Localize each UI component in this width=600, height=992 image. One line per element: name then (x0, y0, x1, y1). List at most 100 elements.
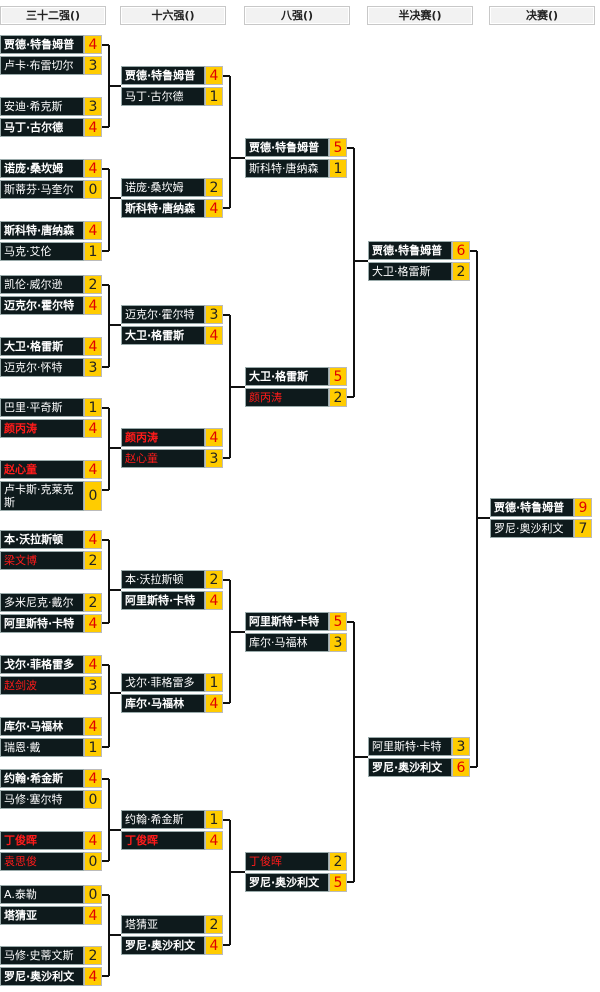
player-name: 颜丙涛 (0, 419, 84, 438)
player-slot[interactable]: 戈尔·菲格雷多 4 (0, 655, 102, 674)
player-slot[interactable]: 约翰·希金斯 4 (0, 769, 102, 788)
player-slot[interactable]: 戈尔·菲格雷多 1 (121, 673, 223, 692)
player-name: 贾德·特鲁姆普 (121, 66, 205, 85)
player-name: 约翰·希金斯 (0, 769, 84, 788)
player-slot[interactable]: 袁思俊 0 (0, 852, 102, 871)
player-name: 戈尔·菲格雷多 (121, 673, 205, 692)
player-score: 3 (84, 358, 102, 377)
player-slot[interactable]: 丁俊晖 4 (0, 831, 102, 850)
player-slot[interactable]: 本·沃拉斯顿 4 (0, 530, 102, 549)
player-score: 2 (84, 946, 102, 965)
player-name: 马修·塞尔特 (0, 790, 84, 809)
player-slot[interactable]: 大卫·格雷斯 4 (0, 337, 102, 356)
player-score: 4 (205, 66, 223, 85)
player-slot[interactable]: 梁文博 2 (0, 551, 102, 570)
player-slot[interactable]: 罗尼·奥沙利文 4 (0, 967, 102, 986)
player-name: 库尔·马福林 (0, 717, 84, 736)
player-slot[interactable]: 阿里斯特·卡特 4 (0, 614, 102, 633)
player-score: 4 (84, 614, 102, 633)
player-slot[interactable]: 大卫·格雷斯 5 (245, 367, 347, 386)
player-slot[interactable]: 斯科特·唐纳森 4 (121, 199, 223, 218)
player-slot[interactable]: 迈克尔·霍尔特 3 (121, 305, 223, 324)
player-score: 4 (205, 326, 223, 345)
player-score: 4 (84, 296, 102, 315)
player-slot[interactable]: 马修·塞尔特 0 (0, 790, 102, 809)
player-score: 4 (205, 591, 223, 610)
player-slot[interactable]: 多米尼克·戴尔 2 (0, 593, 102, 612)
player-slot[interactable]: 贾德·特鲁姆普 4 (0, 35, 102, 54)
player-slot[interactable]: 库尔·马福林 4 (0, 717, 102, 736)
player-slot[interactable]: 马丁·古尔德 1 (121, 87, 223, 106)
player-score: 1 (205, 810, 223, 829)
player-slot[interactable]: 阿里斯特·卡特 3 (368, 737, 470, 756)
player-name: 马丁·古尔德 (0, 118, 84, 137)
player-slot[interactable]: 贾德·特鲁姆普 9 (490, 498, 592, 517)
player-slot[interactable]: 卢卡·布雷切尔 3 (0, 56, 102, 75)
player-score: 1 (84, 398, 102, 417)
player-slot[interactable]: 诺庞·桑坎姆 2 (121, 178, 223, 197)
player-score: 4 (84, 419, 102, 438)
player-name: 丁俊晖 (245, 852, 329, 871)
player-name: 迈克尔·霍尔特 (0, 296, 84, 315)
player-score: 0 (84, 852, 102, 871)
player-slot[interactable]: 贾德·特鲁姆普 6 (368, 241, 470, 260)
player-slot[interactable]: 凯伦·威尔逊 2 (0, 275, 102, 294)
player-slot[interactable]: 本·沃拉斯顿 2 (121, 570, 223, 589)
player-name: 贾德·特鲁姆普 (490, 498, 574, 517)
player-slot[interactable]: 马克·艾伦 1 (0, 242, 102, 261)
player-score: 1 (329, 159, 347, 178)
player-slot[interactable]: 巴里·平奇斯 1 (0, 398, 102, 417)
player-name: 马丁·古尔德 (121, 87, 205, 106)
player-slot[interactable]: 阿里斯特·卡特 5 (245, 612, 347, 631)
player-score: 3 (205, 449, 223, 468)
header-final: 决赛() (489, 6, 595, 25)
player-score: 2 (84, 275, 102, 294)
player-name: 诺庞·桑坎姆 (121, 178, 205, 197)
player-slot[interactable]: 迈克尔·怀特 3 (0, 358, 102, 377)
header-quarterfinal: 八强() (244, 6, 350, 25)
player-slot[interactable]: 颜丙涛 2 (245, 388, 347, 407)
player-slot[interactable]: 库尔·马福林 3 (245, 633, 347, 652)
player-slot[interactable]: 斯蒂芬·马奎尔 0 (0, 180, 102, 199)
player-slot[interactable]: 丁俊晖 4 (121, 831, 223, 850)
player-score: 3 (84, 676, 102, 695)
player-slot[interactable]: 大卫·格雷斯 2 (368, 262, 470, 281)
player-slot[interactable]: 安迪·希克斯 3 (0, 97, 102, 116)
player-slot[interactable]: 赵剑波 3 (0, 676, 102, 695)
player-slot[interactable]: 塔猜亚 2 (121, 915, 223, 934)
player-slot[interactable]: 马修·史蒂文斯 2 (0, 946, 102, 965)
player-name: 本·沃拉斯顿 (121, 570, 205, 589)
player-slot[interactable]: 马丁·古尔德 4 (0, 118, 102, 137)
player-slot[interactable]: 罗尼·奥沙利文 4 (121, 936, 223, 955)
player-slot[interactable]: 大卫·格雷斯 4 (121, 326, 223, 345)
player-slot[interactable]: A.泰勒 0 (0, 885, 102, 904)
player-slot[interactable]: 丁俊晖 2 (245, 852, 347, 871)
player-score: 2 (84, 551, 102, 570)
player-slot[interactable]: 约翰·希金斯 1 (121, 810, 223, 829)
player-slot[interactable]: 颜丙涛 4 (121, 428, 223, 447)
player-slot[interactable]: 斯科特·唐纳森 1 (245, 159, 347, 178)
player-score: 4 (84, 159, 102, 178)
player-score: 3 (205, 305, 223, 324)
player-slot[interactable]: 阿里斯特·卡特 4 (121, 591, 223, 610)
player-slot[interactable]: 卢卡斯·克莱克斯 0 (0, 481, 102, 511)
player-slot[interactable]: 赵心童 4 (0, 460, 102, 479)
player-slot[interactable]: 颜丙涛 4 (0, 419, 102, 438)
player-slot[interactable]: 迈克尔·霍尔特 4 (0, 296, 102, 315)
player-name: 斯科特·唐纳森 (121, 199, 205, 218)
player-slot[interactable]: 诺庞·桑坎姆 4 (0, 159, 102, 178)
player-name: 卢卡·布雷切尔 (0, 56, 84, 75)
player-slot[interactable]: 塔猜亚 4 (0, 906, 102, 925)
player-score: 6 (452, 758, 470, 777)
player-slot[interactable]: 贾德·特鲁姆普 4 (121, 66, 223, 85)
player-slot[interactable]: 库尔·马福林 4 (121, 694, 223, 713)
player-slot[interactable]: 罗尼·奥沙利文 6 (368, 758, 470, 777)
player-slot[interactable]: 赵心童 3 (121, 449, 223, 468)
player-slot[interactable]: 罗尼·奥沙利文 5 (245, 873, 347, 892)
player-score: 2 (205, 570, 223, 589)
player-slot[interactable]: 罗尼·奥沙利文 7 (490, 519, 592, 538)
player-slot[interactable]: 斯科特·唐纳森 4 (0, 221, 102, 240)
player-slot[interactable]: 贾德·特鲁姆普 5 (245, 138, 347, 157)
player-slot[interactable]: 瑞恩·戴 1 (0, 738, 102, 757)
